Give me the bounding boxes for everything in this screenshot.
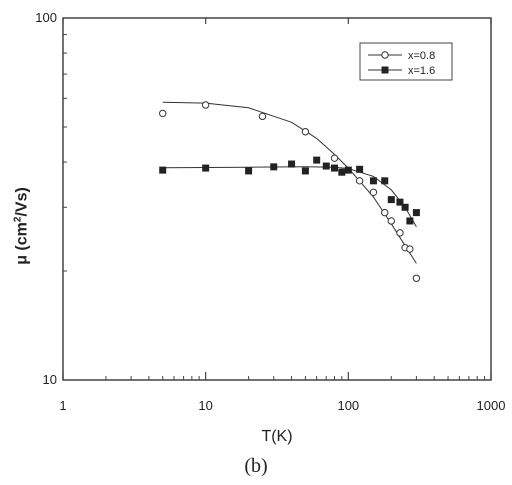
- y-axis-label: μ (cm2/Vs): [12, 187, 31, 265]
- y-tick-label: 10: [43, 372, 57, 387]
- data-point-series-1: [387, 217, 395, 225]
- data-point-series-2: [396, 198, 404, 206]
- data-point-series-2: [245, 167, 253, 175]
- legend-marker: [381, 51, 389, 59]
- data-point-series-1: [355, 177, 364, 185]
- data-point-series-2: [202, 164, 210, 172]
- fit-curve-series-1: [162, 101, 417, 264]
- data-markers: [159, 101, 421, 282]
- legend-label: x=0.8: [408, 50, 435, 62]
- data-point-series-1: [159, 109, 167, 118]
- data-point-series-1: [412, 274, 421, 282]
- data-point-series-2: [401, 203, 409, 211]
- data-point-series-1: [406, 245, 414, 253]
- x-tick-label: 1: [59, 398, 66, 413]
- data-point-series-1: [330, 154, 339, 162]
- legend-marker: [381, 66, 389, 74]
- data-point-series-1: [301, 128, 310, 136]
- x-tick-label: 100: [337, 398, 359, 413]
- data-point-series-2: [369, 177, 377, 185]
- data-point-series-1: [381, 208, 389, 217]
- legend-box: [359, 42, 453, 81]
- data-point-series-2: [406, 217, 414, 225]
- data-point-series-2: [159, 166, 167, 174]
- y-tick-label: 100: [35, 10, 57, 25]
- data-point-series-2: [270, 163, 278, 171]
- fit-curves: [162, 101, 417, 264]
- fit-curve-series-2: [162, 166, 417, 228]
- data-point-series-2: [288, 160, 296, 168]
- data-point-series-1: [201, 101, 210, 109]
- data-point-series-2: [356, 165, 364, 173]
- figure-caption: (b): [244, 455, 268, 477]
- data-point-series-2: [313, 156, 321, 164]
- data-point-series-2: [331, 164, 339, 172]
- x-tick-label: 1000: [477, 398, 506, 413]
- data-point-series-2: [412, 209, 420, 217]
- data-point-series-1: [369, 188, 378, 196]
- data-point-series-2: [338, 168, 346, 176]
- data-point-series-1: [258, 112, 267, 121]
- legend: x=0.8 x=1.6: [359, 42, 453, 81]
- data-point-series-2: [344, 166, 352, 174]
- data-point-series-2: [387, 196, 395, 204]
- y-axis-label-container: μ (cm2/Vs): [2, 136, 42, 316]
- x-tick-label: 10: [198, 398, 212, 413]
- legend-label: x=1.6: [408, 65, 435, 77]
- plot-area-frame: [62, 17, 492, 381]
- data-point-series-2: [381, 177, 389, 185]
- data-point-series-1: [396, 229, 404, 237]
- data-point-series-2: [322, 162, 330, 170]
- axis-ticks: [62, 18, 492, 380]
- x-axis-label: T(K): [261, 428, 292, 445]
- data-point-series-2: [301, 167, 309, 175]
